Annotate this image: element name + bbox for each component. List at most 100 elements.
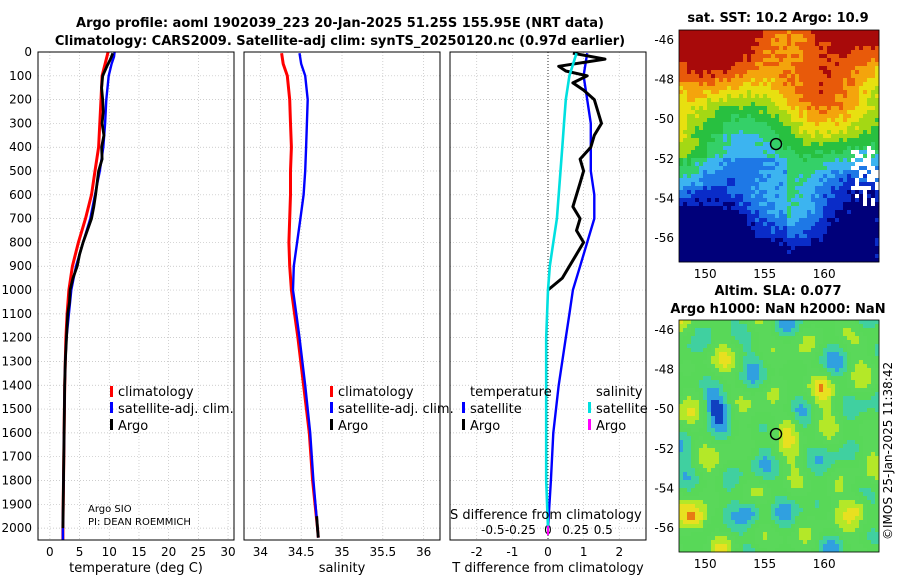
- map-pixel: [755, 70, 760, 75]
- map-pixel: [811, 254, 816, 259]
- map-pixel: [707, 372, 712, 377]
- map-pixel: [851, 246, 856, 251]
- map-pixel: [743, 254, 748, 259]
- map-pixel: [859, 38, 864, 43]
- map-pixel: [723, 242, 728, 247]
- map-pixel: [875, 388, 880, 393]
- map-pixel: [839, 194, 844, 199]
- map-pixel: [727, 348, 732, 353]
- map-pixel: [815, 444, 820, 449]
- map-pixel: [863, 412, 868, 417]
- map-pixel: [723, 202, 728, 207]
- map-pixel: [695, 472, 700, 477]
- map-pixel: [695, 58, 700, 63]
- map-pixel: [827, 460, 832, 465]
- map-pixel: [843, 142, 848, 147]
- map-pixel: [787, 62, 792, 67]
- map-pixel: [855, 364, 860, 369]
- map-pixel: [775, 90, 780, 95]
- map-pixel: [683, 368, 688, 373]
- map-pixel: [735, 364, 740, 369]
- map-pixel: [847, 82, 852, 87]
- map-pixel: [679, 254, 684, 259]
- map-pixel: [843, 344, 848, 349]
- map-pixel: [863, 460, 868, 465]
- map-pixel: [815, 356, 820, 361]
- map-pixel: [719, 90, 724, 95]
- map-pixel: [743, 122, 748, 127]
- map-pixel: [715, 412, 720, 417]
- map-pixel: [735, 214, 740, 219]
- map-pixel: [799, 138, 804, 143]
- map-pixel: [819, 234, 824, 239]
- map-pixel: [787, 448, 792, 453]
- map-pixel: [863, 250, 868, 255]
- map-pixel: [811, 456, 816, 461]
- map-lon-tick-label: 160: [813, 267, 836, 281]
- map-pixel: [755, 400, 760, 405]
- map-pixel: [691, 456, 696, 461]
- map-pixel: [787, 110, 792, 115]
- map-pixel: [859, 444, 864, 449]
- map-pixel: [791, 364, 796, 369]
- map-pixel: [807, 126, 812, 131]
- map-pixel: [767, 368, 772, 373]
- map-pixel: [743, 162, 748, 167]
- map-pixel: [731, 186, 736, 191]
- map-pixel: [835, 206, 840, 211]
- map-pixel: [795, 258, 800, 263]
- map-pixel: [835, 440, 840, 445]
- map-pixel: [859, 110, 864, 115]
- map-pixel: [771, 368, 776, 373]
- map-pixel: [791, 70, 796, 75]
- map-pixel: [755, 376, 760, 381]
- map-pixel: [811, 340, 816, 345]
- map-pixel: [867, 226, 872, 231]
- map-pixel: [695, 380, 700, 385]
- map-pixel: [791, 42, 796, 47]
- map-pixel: [719, 460, 724, 465]
- map-pixel: [703, 210, 708, 215]
- map-pixel: [867, 102, 872, 107]
- map-pixel: [795, 194, 800, 199]
- map-pixel: [699, 214, 704, 219]
- map-pixel: [795, 412, 800, 417]
- map-pixel: [779, 444, 784, 449]
- map-pixel: [811, 246, 816, 251]
- map-pixel: [707, 110, 712, 115]
- map-pixel: [767, 320, 772, 325]
- map-pixel: [751, 238, 756, 243]
- map-pixel: [703, 206, 708, 211]
- map-pixel: [723, 320, 728, 325]
- map-pixel: [767, 190, 772, 195]
- map-pixel: [779, 412, 784, 417]
- map-pixel: [823, 46, 828, 51]
- map-pixel: [763, 456, 768, 461]
- map-pixel: [727, 126, 732, 131]
- map-pixel: [707, 254, 712, 259]
- map-pixel: [779, 440, 784, 445]
- map-pixel: [839, 138, 844, 143]
- map-pixel: [699, 50, 704, 55]
- map-pixel: [847, 328, 852, 333]
- map-pixel: [743, 158, 748, 163]
- map-pixel: [819, 428, 824, 433]
- map-pixel: [755, 452, 760, 457]
- map-pixel: [867, 352, 872, 357]
- map-pixel: [843, 74, 848, 79]
- map-pixel: [775, 214, 780, 219]
- map-pixel: [707, 360, 712, 365]
- map-pixel: [867, 94, 872, 99]
- map-pixel: [687, 182, 692, 187]
- map-pixel: [735, 360, 740, 365]
- map-pixel: [707, 126, 712, 131]
- map-pixel: [699, 408, 704, 413]
- map-pixel: [851, 420, 856, 425]
- map-pixel: [747, 332, 752, 337]
- map-pixel: [771, 82, 776, 87]
- map-pixel: [779, 400, 784, 405]
- map-pixel: [743, 348, 748, 353]
- map-pixel: [683, 154, 688, 159]
- map-pixel: [711, 324, 716, 329]
